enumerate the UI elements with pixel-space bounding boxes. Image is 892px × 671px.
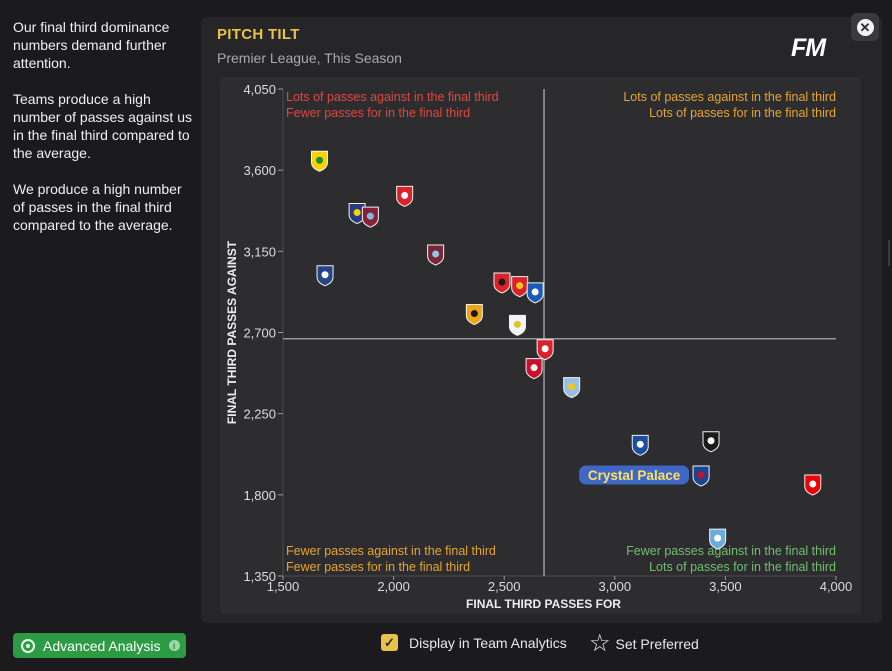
y-tick-label: 1,800 (243, 488, 276, 503)
y-tick-label: 3,600 (243, 163, 276, 178)
data-point-white-yellow-crest[interactable] (508, 314, 526, 336)
data-point-blue-white-crest[interactable] (526, 282, 544, 304)
fm-logo: FM (791, 34, 826, 62)
club-crest-emblem (707, 437, 715, 445)
close-icon: ✕ (856, 18, 874, 36)
y-tick-label: 1,350 (243, 569, 276, 584)
club-crest-emblem (470, 310, 478, 318)
x-tick-label: 3,500 (709, 579, 742, 594)
quadrant-label-top-right: Lots of passes for in the final third (649, 106, 836, 120)
club-crest-emblem (531, 288, 539, 296)
display-in-team-analytics-toggle[interactable]: ✓ Display in Team Analytics (381, 634, 567, 651)
quadrant-label-top-left: Lots of passes against in the final thir… (286, 90, 499, 104)
club-crest-emblem (809, 480, 817, 488)
panel-subtitle: Premier League, This Season (217, 50, 402, 66)
y-tick-label: 4,050 (243, 82, 276, 97)
club-crest-emblem (541, 345, 549, 353)
club-crest-emblem (366, 212, 374, 220)
quadrant-label-top-right: Lots of passes against in the final thir… (623, 90, 836, 104)
pitch-tilt-panel: PITCH TILT Premier League, This Season F… (201, 17, 882, 623)
data-point-red-crest[interactable] (525, 358, 543, 380)
quadrant-label-top-left: Fewer passes for in the final third (286, 106, 470, 120)
advanced-analysis-button[interactable]: Advanced Analysis i (13, 633, 186, 658)
club-crest-emblem (568, 383, 576, 391)
club-crest-emblem (530, 364, 538, 372)
x-axis-label: FINAL THIRD PASSES FOR (466, 597, 621, 611)
y-tick-label: 2,700 (243, 326, 276, 341)
data-point-blue-crest[interactable] (316, 265, 334, 287)
advanced-analysis-label: Advanced Analysis (43, 637, 161, 654)
y-axis-label: FINAL THIRD PASSES AGAINST (225, 240, 239, 424)
club-crest-emblem (513, 320, 521, 328)
set-preferred-button[interactable]: ☆ Set Preferred (589, 632, 699, 656)
club-crest-emblem (315, 156, 323, 164)
data-point-red-gold-crest[interactable] (511, 276, 529, 298)
club-crest-emblem (353, 209, 361, 217)
x-tick-label: 3,000 (599, 579, 632, 594)
highlight-team-label: Crystal Palace (588, 468, 681, 483)
club-crest-emblem (432, 250, 440, 258)
club-crest-emblem (401, 191, 409, 199)
data-point-gold-black-crest[interactable] (465, 304, 483, 326)
y-tick-label: 2,250 (243, 407, 276, 422)
club-crest-emblem (321, 271, 329, 279)
data-point-red-black-crest[interactable] (493, 272, 511, 294)
summary-paragraph-3: We produce a high number of passes in th… (13, 181, 182, 233)
club-crest-emblem (697, 471, 705, 479)
scrollbar-handle[interactable] (888, 240, 890, 266)
club-crest-emblem (714, 534, 722, 542)
club-crest-emblem (636, 440, 644, 448)
club-crest-emblem (516, 282, 524, 290)
analysis-summary: Our final third dominance numbers demand… (13, 18, 193, 252)
info-icon[interactable]: i (168, 640, 180, 651)
bottom-bar: Advanced Analysis i ✓ Display in Team An… (0, 628, 892, 671)
data-point-yellow-green-crest[interactable] (310, 150, 328, 172)
x-tick-label: 2,000 (377, 579, 410, 594)
data-point-red-white-crest[interactable] (396, 185, 414, 207)
chart-area: 1,350 1,800 2,250 2,700 3,150 3,600 4,050 1,500… (220, 77, 861, 614)
x-tick-label: 4,000 (820, 579, 853, 594)
close-button[interactable]: ✕ (851, 13, 879, 41)
checkbox-checked-icon[interactable]: ✓ (381, 634, 398, 651)
data-point-claret-blue-crest[interactable] (427, 244, 445, 266)
summary-paragraph-1: Our final third dominance numbers demand… (13, 19, 170, 71)
data-point-red-white-ring-crest[interactable] (536, 339, 554, 361)
data-point-red-blue-crest[interactable] (692, 465, 710, 487)
display-in-team-analytics-label: Display in Team Analytics (409, 634, 567, 651)
quadrant-label-bottom-left: Fewer passes for in the final third (286, 560, 470, 574)
summary-paragraph-2: Teams produce a high number of passes ag… (13, 91, 192, 161)
x-tick-label: 2,500 (488, 579, 521, 594)
quadrant-label-bottom-right: Lots of passes for in the final third (649, 560, 836, 574)
x-tick-label: 1,500 (267, 579, 300, 594)
highlight-badge (579, 465, 690, 485)
data-point-red-cannon-crest[interactable] (804, 474, 822, 496)
pitch-tilt-scatter-chart: 1,350 1,800 2,250 2,700 3,150 3,600 4,050 1,500… (225, 82, 853, 611)
data-point-sky-blue-crest[interactable] (709, 528, 727, 550)
quadrant-label-bottom-right: Fewer passes against in the final third (626, 544, 836, 558)
y-tick-label: 3,150 (243, 244, 276, 259)
set-preferred-label: Set Preferred (615, 636, 699, 652)
data-point-black-white-crest[interactable] (702, 431, 720, 453)
quadrant-label-bottom-left: Fewer passes against in the final third (286, 544, 496, 558)
panel-title: PITCH TILT (217, 26, 300, 43)
data-point-claret-crest[interactable] (361, 206, 379, 228)
club-crest-emblem (498, 278, 506, 286)
analysis-icon (21, 638, 35, 653)
data-point-royal-blue-crest[interactable] (631, 434, 649, 456)
data-point-claret-gold-crest[interactable] (563, 377, 581, 399)
star-icon: ☆ (589, 630, 611, 657)
